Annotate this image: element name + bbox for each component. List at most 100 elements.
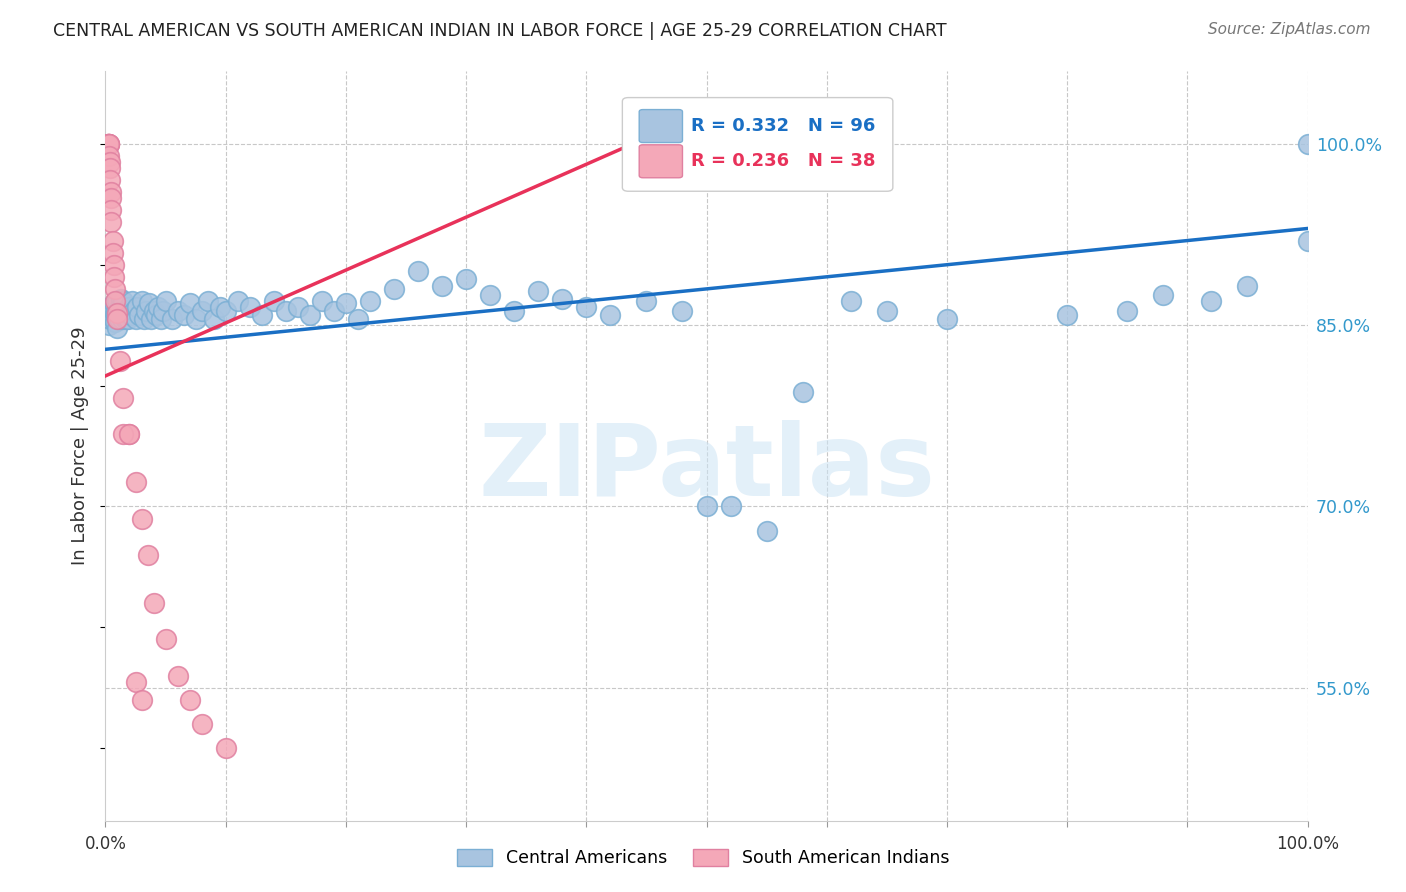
FancyBboxPatch shape — [640, 110, 682, 143]
Point — [131, 293, 153, 308]
Point — [149, 312, 172, 326]
Point — [1296, 234, 1319, 248]
Point — [112, 309, 135, 323]
Point — [115, 306, 138, 320]
Point — [503, 303, 526, 318]
Point — [100, 203, 122, 218]
Point — [755, 524, 778, 538]
Text: CENTRAL AMERICAN VS SOUTH AMERICAN INDIAN IN LABOR FORCE | AGE 25-29 CORRELATION: CENTRAL AMERICAN VS SOUTH AMERICAN INDIA… — [53, 22, 948, 40]
Point — [239, 300, 262, 314]
Point — [287, 300, 309, 314]
Point — [107, 312, 129, 326]
Point — [114, 303, 136, 318]
Point — [104, 293, 127, 308]
Point — [1201, 293, 1223, 308]
Point — [131, 511, 153, 525]
Text: Source: ZipAtlas.com: Source: ZipAtlas.com — [1208, 22, 1371, 37]
Point — [107, 293, 129, 308]
Point — [214, 303, 236, 318]
Point — [108, 354, 131, 368]
Point — [124, 312, 146, 326]
Point — [936, 312, 959, 326]
Point — [124, 303, 146, 318]
Point — [406, 264, 429, 278]
Point — [112, 293, 135, 308]
Point — [720, 500, 742, 514]
Point — [430, 279, 453, 293]
Point — [184, 312, 207, 326]
Point — [599, 309, 621, 323]
Point — [202, 312, 225, 326]
Point — [190, 717, 212, 731]
Point — [382, 282, 405, 296]
Point — [138, 296, 160, 310]
Point — [98, 136, 121, 151]
Point — [214, 741, 236, 756]
Point — [125, 300, 148, 314]
Point — [100, 185, 122, 199]
Point — [98, 149, 121, 163]
Point — [456, 272, 478, 286]
Point — [179, 296, 201, 310]
Point — [98, 318, 121, 333]
Point — [97, 136, 120, 151]
FancyBboxPatch shape — [623, 97, 893, 191]
Point — [250, 309, 273, 323]
Point — [311, 293, 333, 308]
Point — [104, 314, 127, 328]
Point — [179, 693, 201, 707]
Point — [111, 300, 134, 314]
Point — [166, 668, 188, 682]
Point — [208, 300, 231, 314]
Point — [107, 303, 129, 318]
Point — [197, 293, 219, 308]
Point — [118, 426, 141, 441]
Point — [98, 161, 121, 175]
Point — [105, 303, 128, 318]
Point — [98, 155, 121, 169]
Point — [839, 293, 862, 308]
Text: R = 0.236   N = 38: R = 0.236 N = 38 — [690, 153, 876, 170]
Point — [98, 136, 121, 151]
Point — [1236, 279, 1258, 293]
Point — [98, 173, 121, 187]
Point — [108, 309, 131, 323]
Point — [98, 136, 121, 151]
Point — [263, 293, 285, 308]
Point — [112, 391, 135, 405]
Point — [103, 269, 125, 284]
Point — [103, 312, 125, 326]
Point — [101, 245, 124, 260]
Point — [166, 303, 188, 318]
Point — [107, 306, 129, 320]
Point — [128, 309, 150, 323]
Point — [139, 312, 162, 326]
Point — [111, 312, 134, 326]
Point — [160, 312, 183, 326]
Point — [335, 296, 357, 310]
Point — [110, 292, 132, 306]
Text: ZIPatlas: ZIPatlas — [478, 420, 935, 517]
Point — [97, 136, 120, 151]
Point — [148, 300, 170, 314]
Point — [107, 312, 129, 326]
Point — [121, 293, 143, 308]
Point — [98, 312, 121, 326]
Point — [1296, 136, 1319, 151]
Text: 0.0%: 0.0% — [84, 835, 127, 853]
Point — [876, 303, 898, 318]
Point — [118, 300, 141, 314]
Point — [696, 500, 718, 514]
Point — [190, 303, 212, 318]
Point — [173, 309, 195, 323]
Point — [152, 303, 174, 318]
Point — [101, 234, 124, 248]
Point — [274, 303, 297, 318]
Point — [155, 293, 177, 308]
Point — [145, 309, 167, 323]
Point — [155, 632, 177, 647]
Point — [103, 258, 125, 272]
Point — [142, 303, 165, 318]
Point — [100, 191, 122, 205]
Point — [114, 310, 136, 325]
